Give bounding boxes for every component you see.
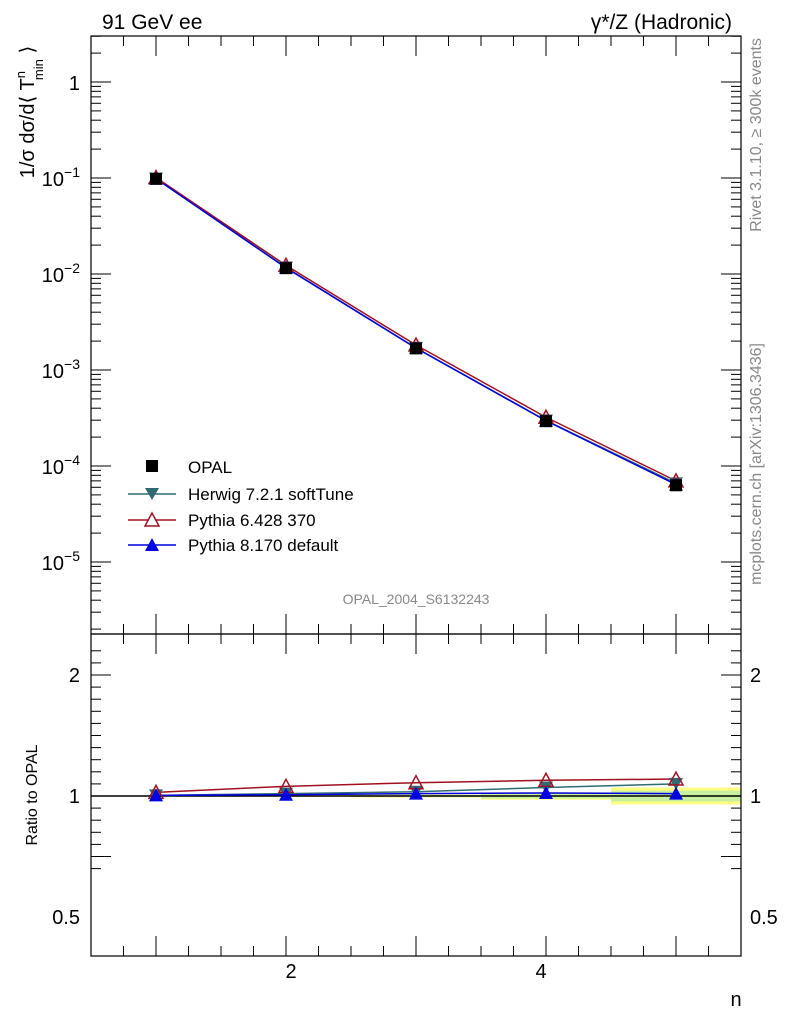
ratio-series-group	[147, 770, 685, 802]
mcplots-label: mcplots.cern.ch [arXiv:1306.3436]	[748, 343, 765, 585]
ratio-ytick-label-right-2: 2	[750, 665, 761, 687]
legend-label-opal: OPAL	[188, 458, 232, 477]
series-line-pythia-6-428-370	[155, 176, 677, 482]
axis-tick-labels: 1 10−1 10−2 10−3 10−4 10−5 2 1 0.5 2 1 0…	[42, 73, 778, 983]
main-ylabel: 1/σ dσ/d⟨ Tn min ⟩	[13, 46, 46, 179]
rivet-version-label: Rivet 3.1.10, ≥ 300k events	[748, 38, 765, 232]
data-point-opal-2	[280, 262, 292, 275]
axis-ticks	[90, 35, 742, 956]
ytick-label-1: 1	[69, 73, 80, 95]
analysis-id: OPAL_2004_S6132243	[343, 591, 490, 607]
ratio-point-pythia-8-170-default-1	[149, 788, 163, 802]
data-point-opal-1	[150, 172, 162, 185]
main-series-group	[147, 169, 685, 492]
ratio-point-pythia-8-170-default-4	[539, 785, 553, 799]
x-axis-label: n	[730, 989, 741, 1011]
ratio-point-pythia-8-170-default-2	[279, 787, 293, 801]
data-point-opal-5	[670, 479, 682, 492]
ytick-label-1e-5: 10−5	[42, 548, 80, 575]
legend-marker-pythia6	[143, 511, 161, 527]
ratio-point-pythia-8-170-default-3	[409, 786, 423, 800]
right-title: γ*/Z (Hadronic)	[591, 11, 732, 34]
ratio-point-pythia-8-170-default-5	[669, 786, 683, 800]
ratio-ytick-label-right-1: 1	[750, 786, 761, 808]
left-title: 91 GeV ee	[102, 11, 202, 34]
series-line-herwig-7-2-1-softtune	[155, 178, 677, 484]
ratio-point-herwig-7-2-1-softtune-5	[669, 777, 683, 790]
ratio-ytick-label-right-0.5: 0.5	[750, 907, 778, 929]
series-line-pythia-8-170-default	[155, 178, 677, 486]
data-point-opal-4	[540, 415, 552, 428]
data-point-opal-3	[410, 342, 422, 355]
legend-marker-herwig	[145, 488, 159, 500]
legend-label-herwig: Herwig 7.2.1 softTune	[188, 485, 354, 504]
ratio-ytick-label-1: 1	[69, 786, 80, 808]
ytick-label-1e-3: 10−3	[42, 356, 80, 383]
legend-label-pythia8: Pythia 8.170 default	[188, 536, 339, 555]
ratio-ytick-label-0.5: 0.5	[52, 907, 80, 929]
legend: OPAL Herwig 7.2.1 softTune Pythia 6.428 …	[128, 458, 354, 555]
ratio-ylabel: Ratio to OPAL	[24, 744, 41, 845]
legend-label-pythia6: Pythia 6.428 370	[188, 511, 316, 530]
legend-marker-pythia8	[145, 538, 159, 551]
xtick-label-4: 4	[535, 961, 546, 983]
ytick-label-1e-4: 10−4	[42, 452, 80, 479]
xtick-label-2: 2	[285, 961, 296, 983]
ratio-point-pythia-6-428-370-5	[667, 770, 685, 786]
ratio-line-pythia-6-428-370	[155, 778, 677, 794]
ratio-ytick-label-2: 2	[69, 665, 80, 687]
ytick-label-1e-2: 10−2	[42, 260, 80, 287]
ytick-label-1e-1: 10−1	[42, 164, 80, 191]
legend-marker-opal	[146, 460, 158, 472]
